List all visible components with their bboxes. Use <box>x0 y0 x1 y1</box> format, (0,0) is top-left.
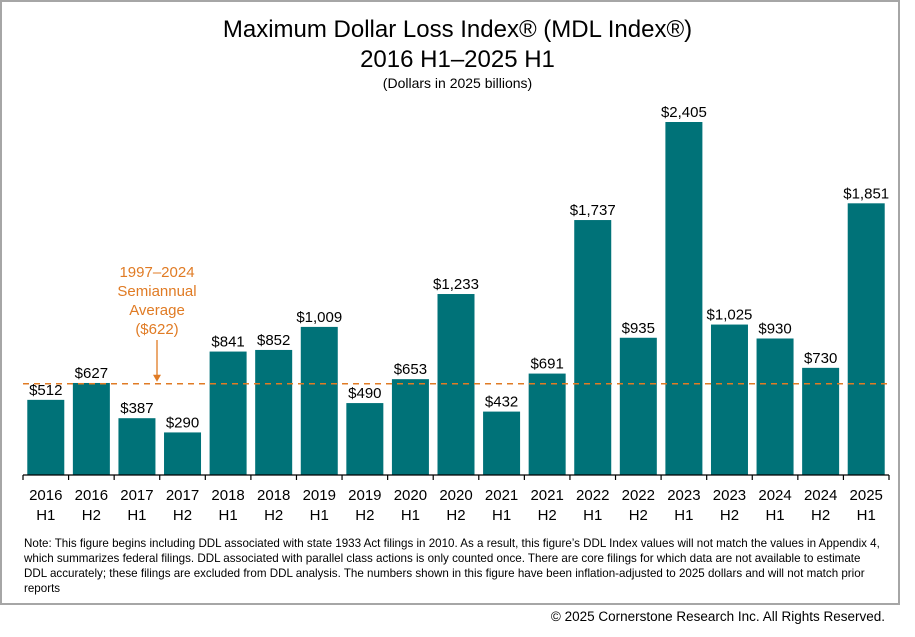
value-label: $930 <box>758 320 791 337</box>
bar-2022-h2 <box>619 337 657 475</box>
bar-2019-h1 <box>300 326 338 475</box>
value-label: $512 <box>29 382 62 399</box>
value-label: $935 <box>622 320 655 337</box>
x-tick-label-half: H2 <box>82 507 101 524</box>
x-tick-label-year: 2019 <box>303 487 336 504</box>
chart-title: Maximum Dollar Loss Index® (MDL Index®) <box>222 16 693 43</box>
x-tick-label-half: H2 <box>173 507 192 524</box>
bar-2024-h1 <box>756 338 794 475</box>
value-label: $1,025 <box>707 307 753 324</box>
x-tick-label-half: H2 <box>264 507 283 524</box>
copyright: © 2025 Cornerstone Research Inc. All Rig… <box>550 609 885 624</box>
bar-2016-h1 <box>27 399 65 475</box>
x-axis: 2016 H1 2016 H2 2017 H1 2017 H2 2018 H1 2018 H2 2019… <box>22 474 890 524</box>
x-tick-label-half: H2 <box>355 507 374 524</box>
footnote: Note: This figure begins including DDL a… <box>24 537 880 595</box>
x-tick-label-year: 2017 <box>120 487 153 504</box>
x-tick-label-year: 2024 <box>758 487 791 504</box>
bar-2025-h1 <box>847 203 885 475</box>
bar-2017-h1 <box>118 418 156 475</box>
x-tick-label-half: H2 <box>446 507 465 524</box>
value-label: $841 <box>211 334 244 351</box>
x-tick-label-year: 2021 <box>485 487 518 504</box>
x-tick-label-half: H1 <box>219 507 238 524</box>
value-label: $691 <box>530 356 563 373</box>
x-tick-label-year: 2022 <box>576 487 609 504</box>
value-labels-group: $512 $627 $387 $290 $841 $852 $1,009 $490 $653 $1… <box>29 104 889 431</box>
x-tick-label-year: 2019 <box>348 487 381 504</box>
x-tick-label-year: 2025 <box>850 487 883 504</box>
average-label-line: ($622) <box>135 321 178 338</box>
x-tick-label-half: H2 <box>538 507 557 524</box>
x-tick-label-half: H1 <box>857 507 876 524</box>
x-tick-label-half: H1 <box>765 507 784 524</box>
value-label: $432 <box>485 394 518 411</box>
average-arrow-head-icon <box>153 374 161 382</box>
bar-2017-h2 <box>164 432 202 475</box>
x-tick-label-year: 2023 <box>713 487 746 504</box>
bar-2021-h1 <box>483 411 521 475</box>
x-tick-label-half: H1 <box>492 507 511 524</box>
value-label: $1,009 <box>296 309 342 326</box>
x-tick-label-year: 2024 <box>804 487 837 504</box>
x-tick-label-half: H1 <box>583 507 602 524</box>
bar-2021-h2 <box>528 373 566 475</box>
average-label-line: 1997–2024 <box>119 264 194 281</box>
value-label: $2,405 <box>661 104 707 121</box>
x-tick-label-year: 2016 <box>29 487 62 504</box>
x-tick-label-half: H1 <box>674 507 693 524</box>
bar-2016-h2 <box>72 382 110 475</box>
bar-2019-h2 <box>346 403 384 475</box>
x-tick-label-year: 2016 <box>75 487 108 504</box>
x-tick-label-half: H2 <box>629 507 648 524</box>
x-tick-label-year: 2021 <box>530 487 563 504</box>
x-tick-label-year: 2022 <box>622 487 655 504</box>
average-label-line: Semiannual <box>117 283 196 300</box>
bars-group <box>27 122 885 475</box>
chart-subtitle: 2016 H1–2025 H1 <box>360 46 555 73</box>
x-tick-label-year: 2020 <box>439 487 472 504</box>
x-tick-label-year: 2018 <box>211 487 244 504</box>
x-tick-label-year: 2023 <box>667 487 700 504</box>
x-tick-label-half: H2 <box>720 507 739 524</box>
x-tick-label-half: H1 <box>127 507 146 524</box>
bar-2018-h1 <box>209 351 247 475</box>
x-tick-label-half: H2 <box>811 507 830 524</box>
x-tick-label-half: H1 <box>401 507 420 524</box>
value-label: $1,851 <box>843 185 889 202</box>
x-tick-label-year: 2017 <box>166 487 199 504</box>
bar-2023-h2 <box>710 324 748 475</box>
bar-2023-h1 <box>665 122 703 475</box>
x-tick-label-half: H1 <box>36 507 55 524</box>
bar-2018-h2 <box>255 349 293 475</box>
value-label: $653 <box>394 361 427 378</box>
value-label: $387 <box>120 400 153 417</box>
x-tick-label-year: 2018 <box>257 487 290 504</box>
average-label-line: Average <box>129 302 185 319</box>
x-tick-label-year: 2020 <box>394 487 427 504</box>
x-tick-label-half: H1 <box>310 507 329 524</box>
bar-2020-h1 <box>391 379 429 475</box>
bar-2020-h2 <box>437 294 475 475</box>
bar-2024-h2 <box>802 367 840 475</box>
value-label: $730 <box>804 350 837 367</box>
value-label: $490 <box>348 385 381 402</box>
chart-units-note: (Dollars in 2025 billions) <box>382 75 533 91</box>
value-label: $627 <box>75 365 108 382</box>
bar-2022-h1 <box>574 220 612 475</box>
value-label: $290 <box>166 414 199 431</box>
value-label: $1,737 <box>570 202 616 219</box>
average-reference-group: 1997–2024 Semiannual Average ($622) <box>23 264 889 385</box>
value-label: $852 <box>257 332 290 349</box>
value-label: $1,233 <box>433 276 479 293</box>
